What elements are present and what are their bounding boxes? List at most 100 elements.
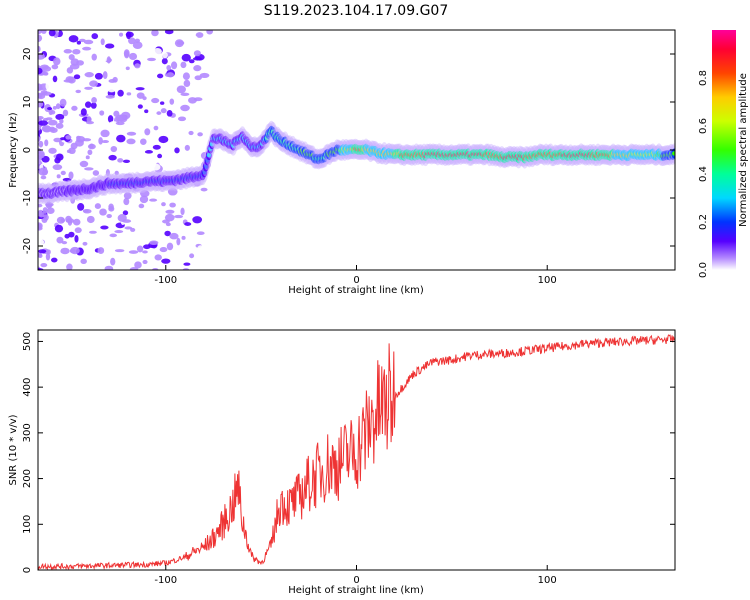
noise-blob — [54, 157, 61, 164]
heatmap-ylabel: Frequency (Hz) — [8, 112, 19, 188]
noise-blob — [38, 167, 49, 176]
noise-blob — [53, 57, 61, 66]
noise-blob — [100, 38, 105, 46]
noise-blob — [104, 265, 114, 270]
noise-blob — [89, 80, 99, 87]
noise-blob — [65, 76, 74, 83]
noise-blob — [44, 139, 49, 147]
noise-blob — [152, 144, 161, 150]
snr-ytick-label: 100 — [22, 515, 33, 534]
noise-blob — [108, 154, 117, 161]
noise-blob — [115, 121, 125, 126]
noise-blob — [122, 210, 129, 216]
noise-blob — [74, 235, 79, 243]
noise-blob — [38, 136, 41, 142]
noise-blob — [123, 97, 133, 102]
noise-blob — [122, 219, 132, 223]
snr-xtick-label: 0 — [353, 575, 359, 586]
noise-blob — [41, 30, 47, 34]
noise-blob — [46, 207, 55, 215]
noise-blob — [84, 86, 93, 90]
noise-blob — [94, 72, 103, 80]
heatmap-xtick-label: 0 — [353, 275, 359, 286]
noise-blob — [97, 247, 105, 254]
noise-blob — [43, 131, 53, 138]
noise-blob — [152, 267, 159, 270]
noise-blob — [142, 39, 148, 43]
noise-blob — [180, 104, 190, 112]
noise-blob — [188, 35, 198, 40]
noise-blob — [45, 252, 51, 261]
noise-blob — [110, 257, 116, 266]
noise-blob — [109, 233, 118, 238]
snr-panel: -100 0 100 0 100 200 300 400 500 Height of strai… — [8, 329, 676, 596]
noise-blob — [169, 202, 176, 208]
noise-blob — [69, 63, 80, 70]
heatmap-marks — [38, 30, 675, 270]
noise-blob — [123, 192, 132, 200]
noise-blob — [174, 214, 184, 219]
noise-blob — [184, 144, 190, 151]
noise-blob — [162, 52, 168, 59]
noise-blob — [147, 57, 156, 62]
noise-blob — [66, 263, 73, 270]
noise-blob — [94, 118, 101, 124]
noise-blob — [59, 119, 64, 124]
noise-blob — [84, 101, 92, 108]
noise-blob — [144, 150, 153, 154]
noise-blob — [123, 49, 130, 58]
noise-blob — [188, 97, 197, 104]
noise-blob — [70, 142, 78, 150]
noise-blob — [98, 137, 103, 145]
snr-line — [37, 334, 676, 571]
noise-blob — [45, 82, 51, 90]
noise-blob — [86, 116, 92, 124]
noise-blob — [188, 130, 194, 136]
noise-blob — [52, 164, 63, 171]
noise-blob — [137, 104, 143, 109]
noise-blob — [114, 170, 119, 176]
noise-blob — [151, 163, 161, 171]
noise-blob — [50, 257, 58, 263]
noise-blob — [176, 237, 181, 246]
noise-blob — [114, 249, 125, 253]
noise-blob — [106, 213, 112, 219]
noise-blob — [144, 128, 151, 136]
noise-blob — [134, 63, 141, 69]
noise-blob — [61, 241, 68, 245]
noise-blob — [128, 37, 136, 45]
snr-ytick-label: 200 — [22, 469, 33, 488]
noise-blob — [165, 209, 175, 214]
noise-blob — [68, 35, 79, 43]
noise-blob — [48, 147, 57, 154]
noise-blob — [51, 64, 59, 70]
noise-blob — [40, 175, 47, 180]
snr-xtick-label: 100 — [538, 575, 557, 586]
noise-blob — [92, 170, 100, 176]
noise-blob — [38, 257, 45, 264]
noise-blob — [153, 125, 159, 131]
noise-blob — [82, 241, 88, 246]
noise-blob — [100, 225, 109, 230]
noise-blob — [154, 254, 162, 261]
noise-blob — [116, 134, 126, 143]
noise-blob — [68, 231, 75, 238]
noise-blob — [165, 222, 171, 227]
noise-blob — [136, 92, 145, 99]
noise-blob — [184, 222, 192, 226]
noise-blob — [56, 216, 65, 224]
snr-ytick-label: 500 — [22, 332, 33, 351]
noise-blob — [106, 56, 111, 64]
noise-blob — [161, 258, 171, 264]
noise-blob — [48, 30, 56, 37]
noise-blob — [40, 263, 48, 268]
noise-blob — [139, 195, 149, 204]
snr-frame — [38, 330, 675, 570]
noise-blob — [126, 131, 137, 136]
noise-blob — [55, 198, 65, 203]
noise-blob — [114, 229, 124, 234]
noise-blob — [107, 84, 117, 93]
noise-blob — [149, 69, 155, 74]
